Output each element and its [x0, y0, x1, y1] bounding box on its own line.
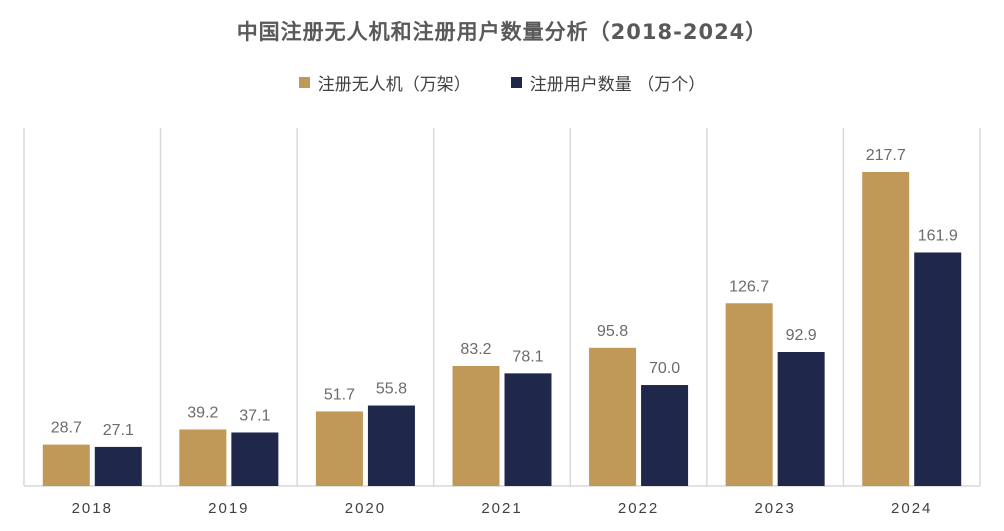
bar-users-2018 [94, 446, 142, 486]
data-label-users-2023: 92.9 [786, 327, 817, 344]
x-tick-label-2020: 2020 [345, 500, 386, 517]
data-label-users-2020: 55.8 [376, 381, 407, 398]
legend-swatch-drones [298, 77, 310, 88]
bar-drones-2019 [179, 429, 227, 486]
bar-drones-2018 [42, 444, 90, 486]
bar-drones-2020 [315, 411, 363, 486]
data-label-drones-2020: 51.7 [324, 386, 355, 403]
x-tick-label-2018: 2018 [72, 500, 113, 517]
bar-drones-2021 [452, 365, 500, 486]
bar-users-2020 [367, 405, 415, 486]
data-label-drones-2022: 95.8 [597, 323, 628, 340]
data-label-users-2019: 37.1 [239, 407, 270, 424]
x-tick-label-2024: 2024 [891, 500, 932, 517]
data-label-drones-2021: 83.2 [460, 341, 491, 358]
data-label-drones-2019: 39.2 [187, 404, 218, 421]
x-tick-label-2021: 2021 [481, 500, 522, 517]
x-tick-label-2022: 2022 [618, 500, 659, 517]
legend-label-drones: 注册无人机（万架） [317, 75, 471, 95]
legend-swatch-users [510, 77, 522, 88]
data-label-users-2018: 27.1 [103, 422, 134, 439]
bar-drones-2024 [862, 172, 910, 486]
data-label-users-2021: 78.1 [512, 348, 543, 365]
bar-users-2019 [231, 432, 279, 486]
bar-drones-2023 [725, 303, 773, 486]
x-tick-label-2023: 2023 [754, 500, 795, 517]
legend-item-users: 注册用户数量 （万个） [510, 70, 706, 95]
data-label-drones-2023: 126.7 [729, 278, 769, 295]
chart-title: 中国注册无人机和注册用户数量分析（2018-2024） [236, 20, 768, 44]
data-label-drones-2024: 217.7 [866, 147, 906, 164]
bar-users-2022 [641, 385, 689, 486]
data-label-users-2022: 70.0 [649, 360, 680, 377]
bar-users-2021 [504, 373, 552, 486]
data-label-users-2024: 161.9 [918, 227, 958, 244]
data-label-drones-2018: 28.7 [51, 420, 82, 437]
legend-label-users: 注册用户数量 （万个） [529, 75, 706, 95]
chart-legend: 注册无人机（万架） 注册用户数量 （万个） [0, 70, 1004, 95]
bar-drones-2022 [589, 347, 637, 486]
x-tick-label-2019: 2019 [208, 500, 249, 517]
bar-users-2023 [777, 352, 825, 486]
legend-item-drones: 注册无人机（万架） [298, 70, 471, 95]
bar-users-2024 [914, 252, 962, 486]
